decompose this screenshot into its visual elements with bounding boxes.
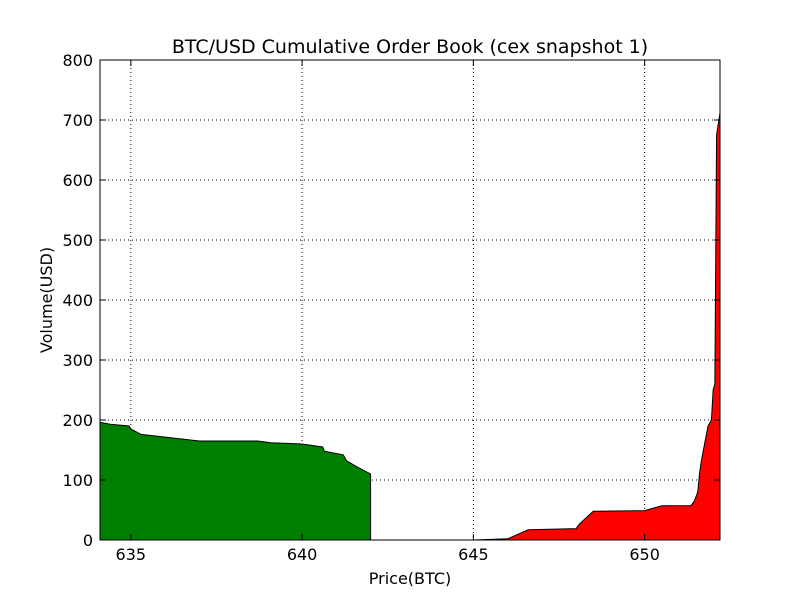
series-areas xyxy=(99,112,721,541)
x-tick-label: 640 xyxy=(287,545,318,564)
y-tick-label: 700 xyxy=(62,111,93,130)
y-tick-label: 0 xyxy=(83,531,93,550)
y-tick-label: 500 xyxy=(62,231,93,250)
chart-title: BTC/USD Cumulative Order Book (cex snaps… xyxy=(172,36,648,58)
y-tick-label: 200 xyxy=(62,411,93,430)
y-tick-label: 800 xyxy=(62,51,93,70)
x-tick-label: 635 xyxy=(116,545,147,564)
asks-area xyxy=(473,112,721,541)
x-axis-title: Price(BTC) xyxy=(369,569,452,588)
y-tick-label: 300 xyxy=(62,351,93,370)
grid-lines xyxy=(100,60,720,540)
x-tick-label: 650 xyxy=(629,545,660,564)
y-tick-label: 600 xyxy=(62,171,93,190)
bids-area xyxy=(99,421,372,541)
y-tick-label: 100 xyxy=(62,471,93,490)
y-axis-title: Volume(USD) xyxy=(37,247,56,353)
y-tick-label: 400 xyxy=(62,291,93,310)
x-tick-label: 645 xyxy=(458,545,489,564)
axis-ticks: 635 640 645 650 0 100 200 300 400 500 600 700 800 xyxy=(62,51,720,564)
